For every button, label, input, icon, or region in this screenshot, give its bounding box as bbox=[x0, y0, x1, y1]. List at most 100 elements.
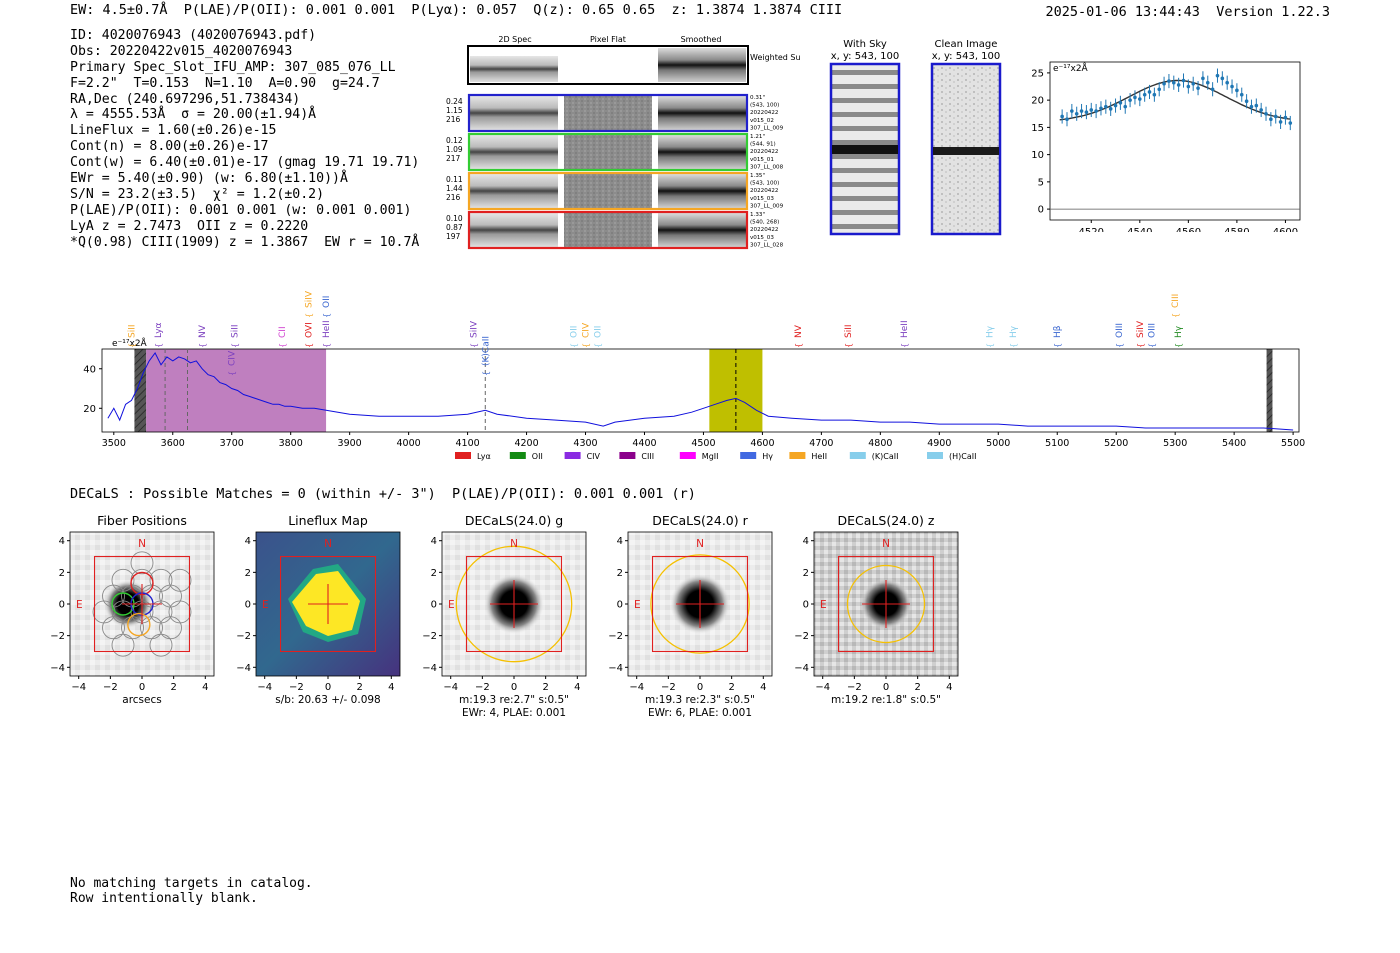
panel-xtick-label: 2 bbox=[914, 682, 920, 693]
fit-point bbox=[1113, 103, 1118, 108]
col-title-flat: Pixel Flat bbox=[590, 35, 626, 44]
cutout-right-label: 20220422 bbox=[750, 227, 778, 233]
north-label: N bbox=[138, 538, 146, 550]
fit-point bbox=[1152, 92, 1157, 97]
spectrum-legend: Lyα OII CIV CIII MgII Hγ HeII (K)CaII (H)CaII bbox=[455, 452, 976, 461]
panel-xtick-label: −2 bbox=[661, 682, 676, 693]
fit-point bbox=[1283, 115, 1288, 120]
line-label: OII bbox=[322, 296, 332, 308]
fiber-circle bbox=[149, 633, 173, 657]
spectrum-xtick-label: 3500 bbox=[102, 438, 126, 449]
info-line: LineFlux = 1.60(±0.26)e-15 bbox=[70, 123, 277, 139]
col-title-spec: 2D Spec bbox=[498, 35, 531, 44]
header-right: 2025-01-06 13:44:43 Version 1.22.3 bbox=[1046, 4, 1331, 20]
cutout-frame bbox=[467, 132, 749, 172]
decals-panel: Fiber Positions N E 4 −4 2 −2 0 0 −2 2 −4 4 arcsecs bbox=[50, 513, 215, 706]
panel-xtick-label: 4 bbox=[202, 682, 208, 693]
line-label-bracket: { bbox=[582, 343, 591, 348]
sky-images: With Sky x, y: 543, 100 Clean Image x, y… bbox=[829, 39, 1002, 236]
line-label: SiIV bbox=[1136, 320, 1146, 338]
line-label: OII bbox=[593, 326, 603, 338]
line-label-bracket: { bbox=[304, 343, 313, 348]
fit-ylabel: e⁻¹⁷x2Å bbox=[1053, 62, 1089, 74]
line-label-bracket: { bbox=[794, 343, 803, 348]
info-line: P(LAE)/P(OII): 0.001 0.001 (w: 0.001 0.0… bbox=[70, 202, 412, 218]
search-box bbox=[93, 555, 191, 653]
fit-point bbox=[1278, 120, 1283, 124]
spectrum-axes-frame bbox=[101, 348, 1300, 433]
cutout-left-label: 197 bbox=[446, 232, 461, 241]
line-label: Hγ bbox=[985, 325, 995, 338]
cutout-frame bbox=[467, 93, 749, 133]
panel-title: Lineflux Map bbox=[288, 513, 368, 528]
panel-ytick-label: 4 bbox=[803, 536, 809, 547]
line-label-bracket: { bbox=[900, 343, 909, 348]
fit-point bbox=[1239, 92, 1244, 97]
line-label: SiIV bbox=[304, 290, 314, 308]
spectrum-ylabel: e⁻¹⁷x2Å bbox=[112, 337, 148, 349]
legend-swatch bbox=[509, 452, 526, 459]
panel-ytick-label: −2 bbox=[236, 631, 251, 642]
info-line: Cont(w) = 6.40(±0.01)e-17 (gmag 19.71 19… bbox=[70, 155, 420, 171]
cutout-left-label: 216 bbox=[446, 115, 461, 124]
line-label-bracket: { bbox=[198, 343, 207, 348]
panel-xtick-label: 0 bbox=[139, 682, 145, 693]
legend-swatch bbox=[740, 452, 757, 459]
clean-coords: x, y: 543, 100 bbox=[932, 51, 1001, 62]
line-label-bracket: { bbox=[304, 313, 313, 318]
panel-caption: m:19.2 re:1.8" s:0.5" bbox=[831, 694, 941, 706]
fit-point bbox=[1142, 92, 1147, 97]
info-panel: ID: 4020076943 (4020076943.pdf) Obs: 2022… bbox=[70, 28, 419, 250]
fit-point bbox=[1205, 80, 1210, 85]
fit-ytick-label: 5 bbox=[1038, 177, 1044, 188]
spectrum-xtick-label: 5300 bbox=[1163, 438, 1187, 449]
fit-point bbox=[1210, 87, 1215, 92]
north-label: N bbox=[696, 538, 704, 550]
east-label: E bbox=[76, 599, 83, 611]
fit-point bbox=[1108, 107, 1113, 111]
cutout-grid: 2D Spec Pixel Flat Smoothed Weighted Sum… bbox=[446, 35, 800, 250]
cutout-right-label: (543, 100) bbox=[750, 181, 779, 187]
fit-point bbox=[1230, 84, 1234, 89]
fit-point bbox=[1201, 76, 1205, 81]
fit-point bbox=[1074, 111, 1079, 116]
line-label-bracket: { bbox=[844, 343, 853, 348]
cutout-right-label: 1.35" bbox=[750, 173, 765, 179]
info-line: F=2.2" T=0.153 N=1.10 A=0.90 g=24.7 bbox=[70, 75, 380, 91]
fit-xtick-label: 4580 bbox=[1224, 227, 1249, 232]
east-label: E bbox=[820, 599, 827, 611]
cutout-left-label: 1.15 bbox=[446, 106, 463, 115]
spectrum-xtick-label: 4700 bbox=[809, 438, 833, 449]
legend-label: (H)CaII bbox=[949, 452, 976, 461]
legend-label: Lyα bbox=[477, 452, 491, 461]
panel-ytick-label: −4 bbox=[422, 663, 437, 674]
line-label-bracket: { bbox=[1171, 313, 1180, 318]
cutout-left-label: 216 bbox=[446, 193, 461, 202]
line-label-bracket: { bbox=[1136, 343, 1145, 348]
cutout-right-label: 307_LL_009 bbox=[750, 203, 784, 209]
fiber-highlight bbox=[127, 612, 151, 637]
search-box bbox=[465, 555, 563, 653]
cutout-left-label: 217 bbox=[446, 154, 461, 163]
line-label: HeII bbox=[900, 320, 910, 338]
line-label-bracket: { bbox=[481, 371, 490, 376]
line-label: CIII bbox=[1171, 294, 1181, 308]
fit-point bbox=[1186, 84, 1191, 89]
line-label: Hγ bbox=[1009, 325, 1019, 338]
fit-point bbox=[1099, 106, 1103, 111]
spectrum-ytick-label: 40 bbox=[83, 364, 96, 375]
info-line: Cont(n) = 8.00(±0.26)e-17 bbox=[70, 139, 269, 155]
line-label-bracket: { bbox=[322, 313, 331, 318]
info-line: *Q(0.98) CIII(1909) z = 1.3867 EW r = 10… bbox=[70, 234, 420, 250]
line-label-bracket: { bbox=[1053, 343, 1062, 348]
fit-point bbox=[1133, 95, 1137, 100]
legend-swatch bbox=[679, 452, 696, 459]
panel-xtick-label: −2 bbox=[847, 682, 862, 693]
panel-ytick-label: 4 bbox=[245, 536, 251, 547]
east-label: E bbox=[634, 599, 641, 611]
fit-point bbox=[1065, 117, 1069, 122]
cutout-frame bbox=[467, 171, 749, 211]
panel-ytick-label: −2 bbox=[794, 631, 809, 642]
fit-xtick-label: 4600 bbox=[1273, 227, 1298, 232]
panel-xtick-label: 2 bbox=[728, 682, 734, 693]
